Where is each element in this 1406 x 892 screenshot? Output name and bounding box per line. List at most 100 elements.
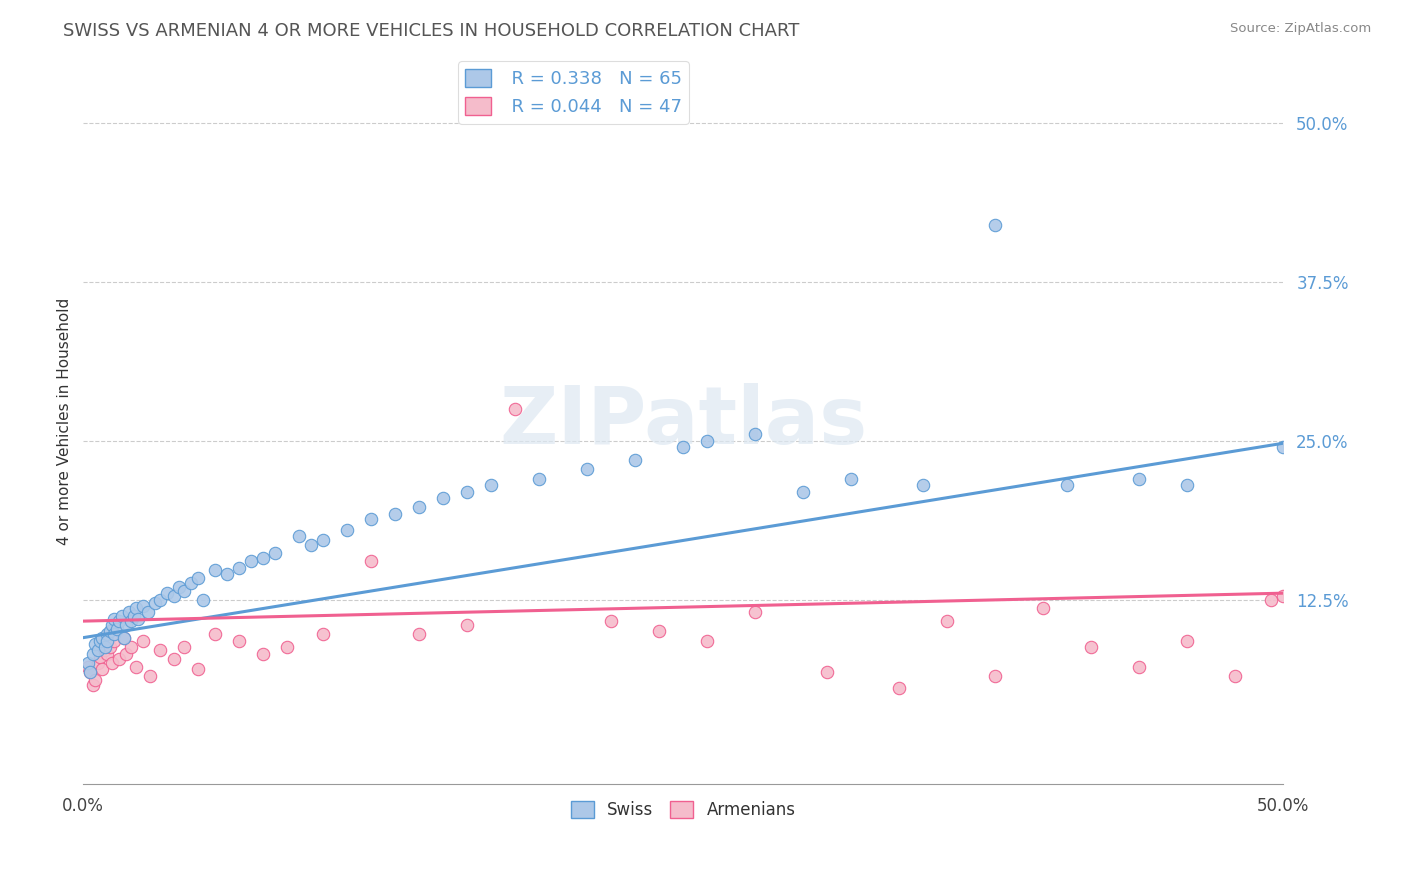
Point: [696, 434, 718, 448]
Point: [503, 401, 526, 416]
Point: [180, 576, 202, 591]
Point: [193, 592, 215, 607]
Point: [101, 656, 124, 670]
Point: [96, 647, 118, 661]
Point: [112, 631, 135, 645]
Point: [815, 665, 838, 679]
Point: [384, 508, 406, 522]
Point: [149, 643, 172, 657]
Point: [127, 611, 149, 625]
Point: [456, 484, 478, 499]
Point: [360, 554, 382, 568]
Point: [79, 665, 101, 679]
Point: [143, 596, 166, 610]
Point: [82, 647, 104, 661]
Point: [139, 669, 162, 683]
Point: [125, 601, 148, 615]
Point: [672, 440, 695, 454]
Point: [77, 656, 100, 670]
Point: [312, 533, 335, 547]
Point: [576, 461, 599, 475]
Point: [115, 618, 138, 632]
Point: [479, 478, 502, 492]
Point: [1128, 660, 1150, 674]
Point: [792, 484, 814, 499]
Point: [156, 586, 179, 600]
Point: [112, 631, 135, 645]
Point: [1056, 478, 1078, 492]
Point: [1128, 472, 1150, 486]
Point: [125, 660, 148, 674]
Point: [288, 529, 311, 543]
Point: [101, 618, 124, 632]
Point: [312, 627, 335, 641]
Point: [132, 634, 155, 648]
Point: [86, 656, 108, 670]
Point: [264, 545, 287, 559]
Point: [111, 609, 134, 624]
Point: [103, 634, 125, 648]
Text: ZIPatlas: ZIPatlas: [499, 383, 868, 460]
Point: [187, 571, 209, 585]
Point: [91, 631, 114, 645]
Point: [96, 634, 118, 648]
Point: [217, 567, 239, 582]
Point: [204, 563, 226, 577]
Point: [336, 523, 359, 537]
Legend: Swiss, Armenians: Swiss, Armenians: [564, 795, 803, 826]
Point: [408, 627, 430, 641]
Point: [115, 647, 138, 661]
Point: [79, 665, 101, 679]
Point: [228, 634, 250, 648]
Point: [456, 618, 478, 632]
Point: [1080, 640, 1102, 654]
Point: [744, 605, 766, 619]
Point: [1223, 669, 1246, 683]
Point: [252, 550, 274, 565]
Point: [173, 583, 195, 598]
Point: [1272, 589, 1295, 603]
Point: [204, 627, 226, 641]
Point: [98, 640, 121, 654]
Point: [744, 427, 766, 442]
Point: [173, 640, 195, 654]
Point: [912, 478, 935, 492]
Point: [103, 611, 125, 625]
Point: [132, 599, 155, 613]
Point: [984, 669, 1007, 683]
Point: [136, 605, 159, 619]
Point: [77, 660, 100, 674]
Point: [299, 538, 322, 552]
Point: [696, 634, 718, 648]
Point: [624, 452, 647, 467]
Point: [984, 218, 1007, 232]
Point: [648, 624, 671, 639]
Point: [600, 614, 623, 628]
Point: [936, 614, 959, 628]
Point: [1272, 440, 1295, 454]
Point: [94, 640, 117, 654]
Point: [228, 561, 250, 575]
Point: [887, 681, 910, 696]
Point: [94, 643, 117, 657]
Point: [149, 592, 172, 607]
Point: [839, 472, 862, 486]
Point: [86, 643, 108, 657]
Point: [96, 627, 118, 641]
Point: [360, 512, 382, 526]
Point: [1175, 634, 1198, 648]
Text: SWISS VS ARMENIAN 4 OR MORE VEHICLES IN HOUSEHOLD CORRELATION CHART: SWISS VS ARMENIAN 4 OR MORE VEHICLES IN …: [63, 22, 800, 40]
Point: [187, 662, 209, 676]
Point: [91, 662, 114, 676]
Point: [122, 609, 145, 624]
Point: [1260, 592, 1282, 607]
Point: [118, 605, 141, 619]
Point: [163, 589, 186, 603]
Y-axis label: 4 or more Vehicles in Household: 4 or more Vehicles in Household: [58, 298, 72, 545]
Text: Source: ZipAtlas.com: Source: ZipAtlas.com: [1230, 22, 1371, 36]
Point: [108, 614, 131, 628]
Point: [103, 627, 125, 641]
Point: [408, 500, 430, 514]
Point: [169, 580, 191, 594]
Point: [527, 472, 550, 486]
